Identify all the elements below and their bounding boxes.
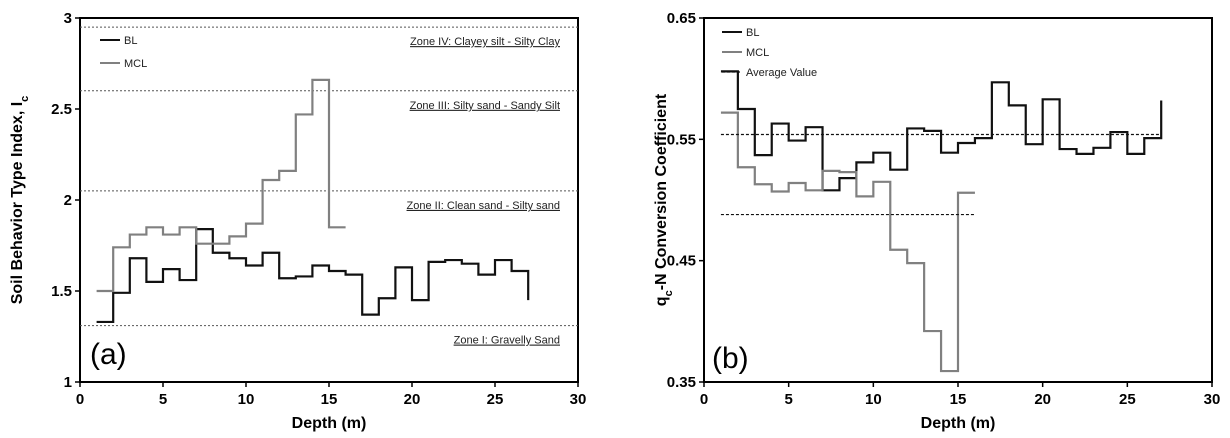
x-tick-label: 0 xyxy=(700,391,708,408)
x-tick-label: 30 xyxy=(570,391,587,408)
y-tick-label: 2 xyxy=(64,192,72,209)
x-tick-label: 15 xyxy=(321,391,338,408)
legend: BL MCL xyxy=(100,35,147,70)
x-tick-label: 10 xyxy=(238,391,255,408)
zone-label: Zone III: Silty sand - Sandy Silt xyxy=(410,100,560,112)
x-tick-label: 30 xyxy=(1204,391,1221,408)
series-line-mcl xyxy=(720,111,975,373)
x-tick-label: 5 xyxy=(159,391,167,408)
legend: BL MCL Average Value xyxy=(722,27,817,79)
y-tick-label: 1 xyxy=(64,374,72,391)
panel-label: (b) xyxy=(712,342,749,375)
series-line-mcl xyxy=(96,78,346,293)
zone-label: Zone I: Gravelly Sand xyxy=(454,335,560,347)
legend-entry-label: MCL xyxy=(124,58,147,70)
x-axis-title: Depth (m) xyxy=(292,415,367,432)
zone-label: Zone II: Clean sand - Silty sand xyxy=(407,200,560,212)
y-axis-title: Soil Behavior Type Index, Ic xyxy=(9,96,31,305)
x-tick-label: 25 xyxy=(1119,391,1136,408)
panel-label: (a) xyxy=(90,338,127,371)
series-line-bl xyxy=(720,70,1163,192)
legend-entry-label: BL xyxy=(124,35,137,47)
zone-label: Zone IV: Clayey silt - Silty Clay xyxy=(410,36,560,48)
x-tick-label: 15 xyxy=(950,391,967,408)
x-tick-label: 20 xyxy=(404,391,421,408)
y-tick-label: 0.55 xyxy=(667,131,696,148)
series-line-bl xyxy=(96,228,530,324)
legend-entry-label: BL xyxy=(746,27,759,39)
y-tick-label: 1.5 xyxy=(51,283,72,300)
x-tick-label: 25 xyxy=(487,391,504,408)
x-tick-label: 5 xyxy=(784,391,792,408)
y-tick-label: 0.65 xyxy=(667,10,696,27)
x-tick-label: 20 xyxy=(1034,391,1051,408)
y-tick-label: 0.35 xyxy=(667,374,696,391)
x-tick-label: 10 xyxy=(865,391,882,408)
y-tick-label: 0.45 xyxy=(667,253,696,270)
chart-panel-1: 0 5 10 15 20 25 30 1 1.5 2 2.5 3 Depth (m) Soil Behav… xyxy=(9,10,586,432)
legend-entry-label: MCL xyxy=(746,47,769,59)
legend-entry-label: Average Value xyxy=(746,67,817,79)
y-tick-label: 2.5 xyxy=(51,101,72,118)
y-tick-label: 3 xyxy=(64,10,72,27)
y-axis-title: qc-N Conversion Coefficient xyxy=(653,93,675,306)
x-axis-title: Depth (m) xyxy=(921,415,996,432)
x-tick-label: 0 xyxy=(76,391,84,408)
chart-panel-2: 0 5 10 15 20 25 30 0.35 0.45 0.55 0.65 Depth (m) qc-… xyxy=(653,10,1220,432)
